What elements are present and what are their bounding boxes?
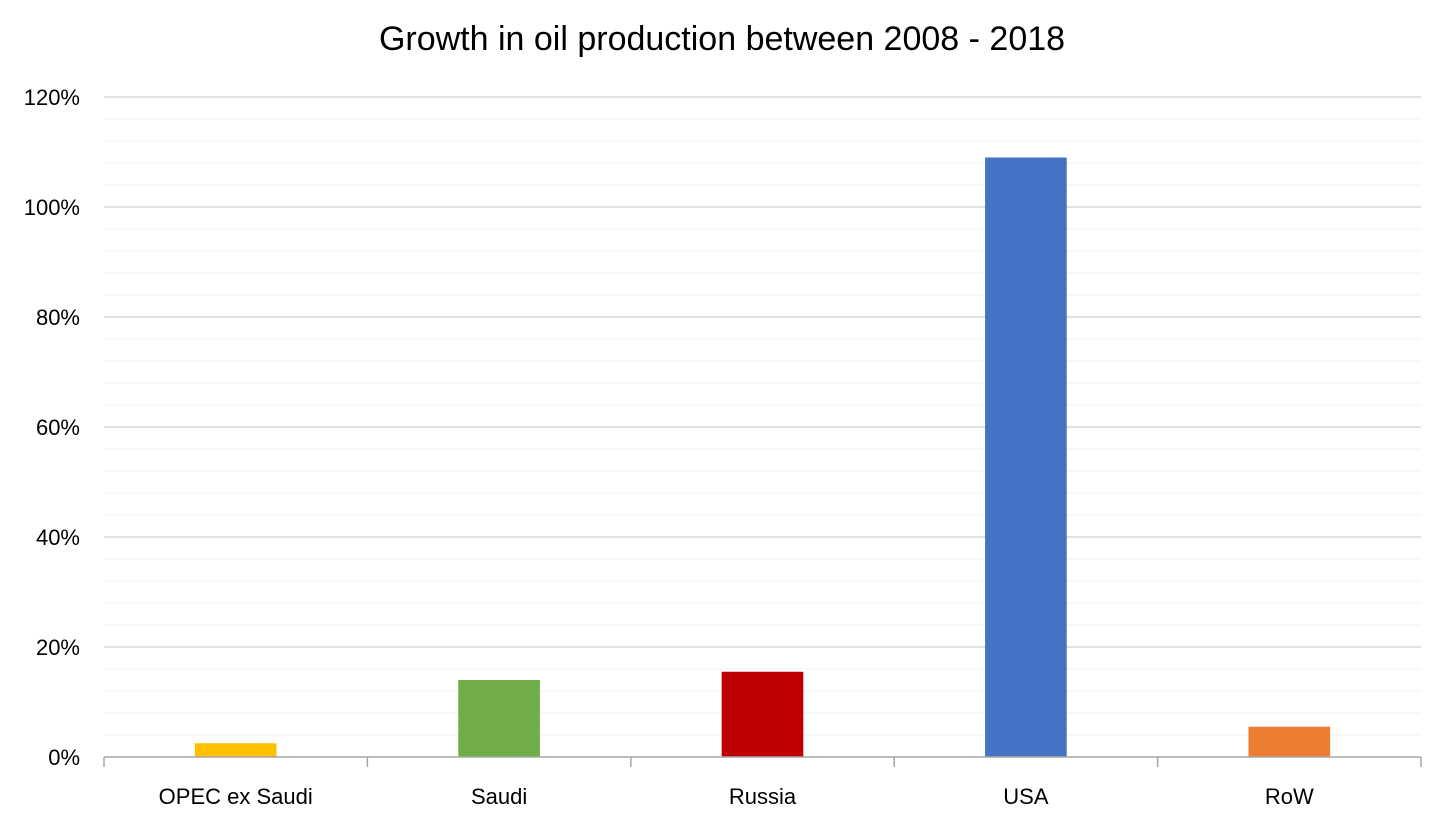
minor-gridlines	[104, 118, 1421, 736]
y-axis-tick-labels: 0% 20% 40% 60% 80% 100% 120%	[24, 85, 80, 770]
bars	[194, 157, 1331, 757]
bar-row	[1248, 726, 1331, 757]
x-tick-label: OPEC ex Saudi	[159, 784, 313, 809]
x-axis-tick-labels: OPEC ex Saudi Saudi Russia USA RoW	[159, 784, 1314, 809]
bar-opec-ex-saudi	[194, 743, 277, 757]
bar-usa	[985, 157, 1067, 757]
x-tick-label: RoW	[1265, 784, 1314, 809]
x-tick-label: USA	[1003, 784, 1049, 809]
y-tick-label: 40%	[36, 525, 80, 550]
bar-russia	[721, 671, 804, 757]
major-gridlines	[104, 96, 1421, 648]
x-tick-label: Saudi	[471, 784, 527, 809]
y-tick-label: 100%	[24, 195, 80, 220]
y-tick-label: 80%	[36, 305, 80, 330]
y-tick-label: 20%	[36, 635, 80, 660]
chart-title: Growth in oil production between 2008 - …	[378, 20, 1066, 58]
y-tick-label: 0%	[48, 745, 80, 770]
y-tick-label: 120%	[24, 85, 80, 110]
x-axis	[103, 756, 1422, 767]
x-tick-label: Russia	[729, 784, 797, 809]
y-tick-label: 60%	[36, 415, 80, 440]
bar-saudi	[458, 680, 540, 757]
